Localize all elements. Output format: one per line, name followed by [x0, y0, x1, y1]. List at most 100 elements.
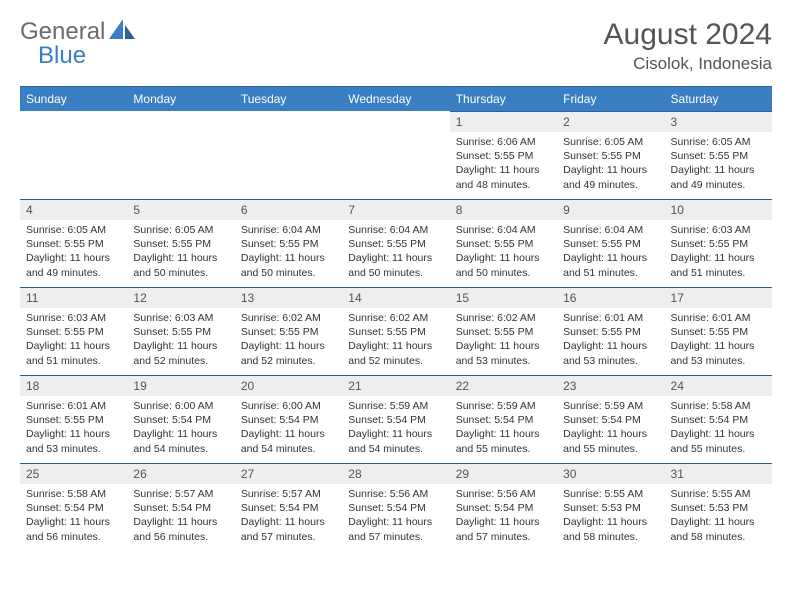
weekday-header: Saturday	[665, 87, 772, 112]
daylight-line: Daylight: 11 hours and 56 minutes.	[133, 515, 228, 543]
day-number: 20	[235, 375, 342, 396]
daylight-line: Daylight: 11 hours and 57 minutes.	[348, 515, 443, 543]
weekday-header: Wednesday	[342, 87, 449, 112]
title-block: August 2024 Cisolok, Indonesia	[604, 18, 772, 74]
day-number: 1	[450, 111, 557, 132]
sunrise-line: Sunrise: 5:59 AM	[348, 399, 443, 413]
sunrise-line: Sunrise: 6:03 AM	[671, 223, 766, 237]
calendar-day-cell: 2Sunrise: 6:05 AMSunset: 5:55 PMDaylight…	[557, 111, 664, 199]
daylight-line: Daylight: 11 hours and 54 minutes.	[348, 427, 443, 455]
calendar-week-row: 1Sunrise: 6:06 AMSunset: 5:55 PMDaylight…	[20, 111, 772, 199]
day-number: 5	[127, 199, 234, 220]
empty-spacer	[235, 111, 342, 131]
calendar-day-cell: 8Sunrise: 6:04 AMSunset: 5:55 PMDaylight…	[450, 199, 557, 287]
calendar-week-row: 11Sunrise: 6:03 AMSunset: 5:55 PMDayligh…	[20, 287, 772, 375]
daylight-line: Daylight: 11 hours and 56 minutes.	[26, 515, 121, 543]
day-details: Sunrise: 6:05 AMSunset: 5:55 PMDaylight:…	[557, 132, 664, 198]
calendar-day-cell: 24Sunrise: 5:58 AMSunset: 5:54 PMDayligh…	[665, 375, 772, 463]
calendar-week-row: 4Sunrise: 6:05 AMSunset: 5:55 PMDaylight…	[20, 199, 772, 287]
day-details: Sunrise: 5:59 AMSunset: 5:54 PMDaylight:…	[557, 396, 664, 462]
sunrise-line: Sunrise: 5:56 AM	[456, 487, 551, 501]
sunrise-line: Sunrise: 6:01 AM	[563, 311, 658, 325]
sunset-line: Sunset: 5:54 PM	[456, 413, 551, 427]
day-number: 15	[450, 287, 557, 308]
sunset-line: Sunset: 5:54 PM	[133, 413, 228, 427]
day-number: 8	[450, 199, 557, 220]
sunset-line: Sunset: 5:55 PM	[133, 325, 228, 339]
sunrise-line: Sunrise: 6:01 AM	[26, 399, 121, 413]
sunrise-line: Sunrise: 5:55 AM	[563, 487, 658, 501]
day-details: Sunrise: 6:05 AMSunset: 5:55 PMDaylight:…	[20, 220, 127, 286]
day-number: 7	[342, 199, 449, 220]
day-number: 25	[20, 463, 127, 484]
day-number: 31	[665, 463, 772, 484]
day-details: Sunrise: 6:02 AMSunset: 5:55 PMDaylight:…	[235, 308, 342, 374]
day-details: Sunrise: 5:57 AMSunset: 5:54 PMDaylight:…	[235, 484, 342, 550]
daylight-line: Daylight: 11 hours and 50 minutes.	[241, 251, 336, 279]
header: General Blue August 2024 Cisolok, Indone…	[20, 18, 772, 74]
calendar-day-cell: 3Sunrise: 6:05 AMSunset: 5:55 PMDaylight…	[665, 111, 772, 199]
weekday-header: Friday	[557, 87, 664, 112]
day-number: 17	[665, 287, 772, 308]
sunrise-line: Sunrise: 5:59 AM	[456, 399, 551, 413]
calendar-day-cell: 28Sunrise: 5:56 AMSunset: 5:54 PMDayligh…	[342, 463, 449, 551]
sunrise-line: Sunrise: 5:58 AM	[671, 399, 766, 413]
sunset-line: Sunset: 5:54 PM	[456, 501, 551, 515]
sunrise-line: Sunrise: 5:57 AM	[241, 487, 336, 501]
day-number: 4	[20, 199, 127, 220]
calendar-day-cell: 29Sunrise: 5:56 AMSunset: 5:54 PMDayligh…	[450, 463, 557, 551]
day-number: 2	[557, 111, 664, 132]
calendar-day-cell: 9Sunrise: 6:04 AMSunset: 5:55 PMDaylight…	[557, 199, 664, 287]
day-number: 29	[450, 463, 557, 484]
day-number: 3	[665, 111, 772, 132]
day-number: 10	[665, 199, 772, 220]
day-number: 18	[20, 375, 127, 396]
sunset-line: Sunset: 5:55 PM	[671, 149, 766, 163]
calendar-day-cell: 16Sunrise: 6:01 AMSunset: 5:55 PMDayligh…	[557, 287, 664, 375]
calendar-day-cell: 27Sunrise: 5:57 AMSunset: 5:54 PMDayligh…	[235, 463, 342, 551]
sunrise-line: Sunrise: 6:02 AM	[348, 311, 443, 325]
calendar-week-row: 25 Sunrise: 5:58 AM Sunset: 5:54 PM Dayligh…	[20, 463, 772, 551]
weekday-header: Monday	[127, 87, 234, 112]
calendar-day-cell: 6Sunrise: 6:04 AMSunset: 5:55 PMDaylight…	[235, 199, 342, 287]
day-details: Sunrise: 6:03 AMSunset: 5:55 PMDaylight:…	[665, 220, 772, 286]
calendar-body: 1Sunrise: 6:06 AMSunset: 5:55 PMDaylight…	[20, 111, 772, 551]
day-number: 30	[557, 463, 664, 484]
sunrise-line: Sunrise: 6:05 AM	[26, 223, 121, 237]
calendar-day-cell: 26Sunrise: 5:57 AMSunset: 5:54 PMDayligh…	[127, 463, 234, 551]
daylight-line: Daylight: 11 hours and 52 minutes.	[133, 339, 228, 367]
day-details: Sunrise: 6:02 AMSunset: 5:55 PMDaylight:…	[342, 308, 449, 374]
day-details: Sunrise: 6:01 AMSunset: 5:55 PMDaylight:…	[20, 396, 127, 462]
calendar-day-cell: 12Sunrise: 6:03 AMSunset: 5:55 PMDayligh…	[127, 287, 234, 375]
calendar-day-cell: 23Sunrise: 5:59 AMSunset: 5:54 PMDayligh…	[557, 375, 664, 463]
sunrise-line: Sunrise: 5:58 AM	[26, 487, 121, 501]
sunset-line: Sunset: 5:55 PM	[456, 149, 551, 163]
daylight-line: Daylight: 11 hours and 52 minutes.	[241, 339, 336, 367]
sunrise-line: Sunrise: 6:02 AM	[241, 311, 336, 325]
sunrise-line: Sunrise: 6:02 AM	[456, 311, 551, 325]
sunrise-line: Sunrise: 6:04 AM	[348, 223, 443, 237]
day-details: Sunrise: 6:04 AMSunset: 5:55 PMDaylight:…	[557, 220, 664, 286]
daylight-line: Daylight: 11 hours and 51 minutes.	[26, 339, 121, 367]
sunrise-line: Sunrise: 6:00 AM	[241, 399, 336, 413]
sunset-line: Sunset: 5:55 PM	[671, 237, 766, 251]
day-number: 11	[20, 287, 127, 308]
day-details: Sunrise: 6:03 AMSunset: 5:55 PMDaylight:…	[20, 308, 127, 374]
empty-spacer	[20, 111, 127, 131]
sunrise-line: Sunrise: 6:05 AM	[133, 223, 228, 237]
weekday-header-row: SundayMondayTuesdayWednesdayThursdayFrid…	[20, 87, 772, 112]
sunset-line: Sunset: 5:54 PM	[348, 413, 443, 427]
calendar-day-cell: 13Sunrise: 6:02 AMSunset: 5:55 PMDayligh…	[235, 287, 342, 375]
daylight-line: Daylight: 11 hours and 51 minutes.	[671, 251, 766, 279]
daylight-line: Daylight: 11 hours and 50 minutes.	[456, 251, 551, 279]
logo-sail-icon	[109, 17, 135, 42]
day-details: Sunrise: 6:02 AMSunset: 5:55 PMDaylight:…	[450, 308, 557, 374]
weekday-header: Thursday	[450, 87, 557, 112]
calendar-day-cell: 1Sunrise: 6:06 AMSunset: 5:55 PMDaylight…	[450, 111, 557, 199]
day-details: Sunrise: 6:04 AMSunset: 5:55 PMDaylight:…	[342, 220, 449, 286]
calendar-day-cell: 20Sunrise: 6:00 AMSunset: 5:54 PMDayligh…	[235, 375, 342, 463]
calendar-day-cell: 22Sunrise: 5:59 AMSunset: 5:54 PMDayligh…	[450, 375, 557, 463]
sunset-line: Sunset: 5:53 PM	[671, 501, 766, 515]
daylight-line: Daylight: 11 hours and 58 minutes.	[563, 515, 658, 543]
day-number: 13	[235, 287, 342, 308]
